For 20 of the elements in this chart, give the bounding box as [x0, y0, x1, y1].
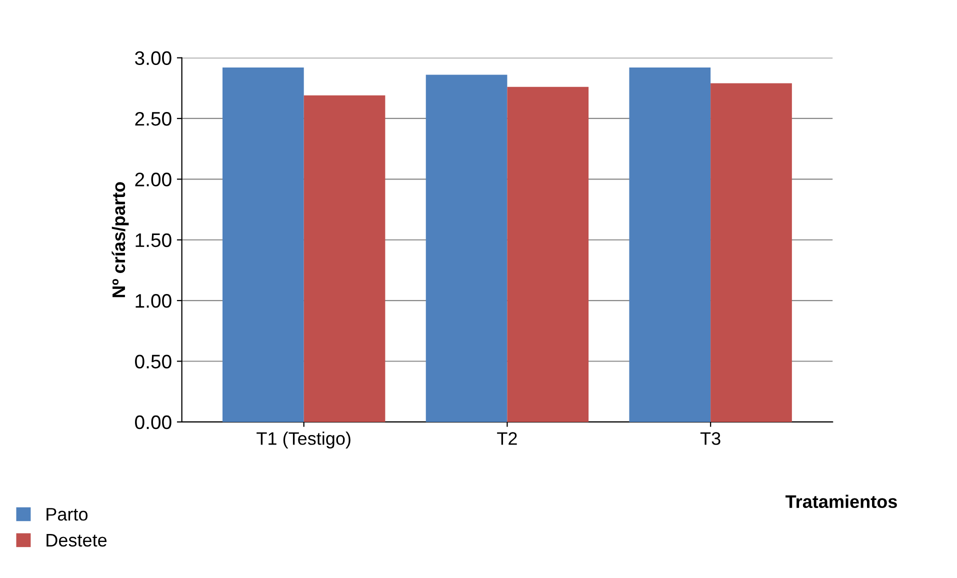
y-tick-label: 0.50	[135, 354, 172, 368]
legend-label: Parto	[46, 508, 88, 521]
legend-label: Destete	[46, 534, 107, 547]
y-tick-label: 2.50	[135, 112, 172, 126]
x-tick-label: T3	[700, 432, 720, 445]
y-tick-label: 3.00	[135, 51, 172, 66]
bar	[710, 83, 792, 422]
bar	[426, 74, 508, 422]
x-tick-label: T2	[497, 432, 517, 445]
y-tick-label: 2.00	[135, 172, 172, 186]
y-tick-label: 0.00	[135, 415, 172, 430]
bar	[629, 68, 711, 422]
y-tick-label: 1.50	[136, 233, 172, 248]
y-tick-label: 1.00	[136, 294, 172, 308]
bar	[222, 68, 304, 422]
y-axis-title: Nº crías/parto	[112, 182, 129, 298]
x-tick-label: T1 (Testigo)	[256, 432, 350, 448]
bar	[507, 86, 589, 422]
x-axis-title: Tratamientos	[785, 494, 897, 508]
bar	[304, 95, 386, 422]
